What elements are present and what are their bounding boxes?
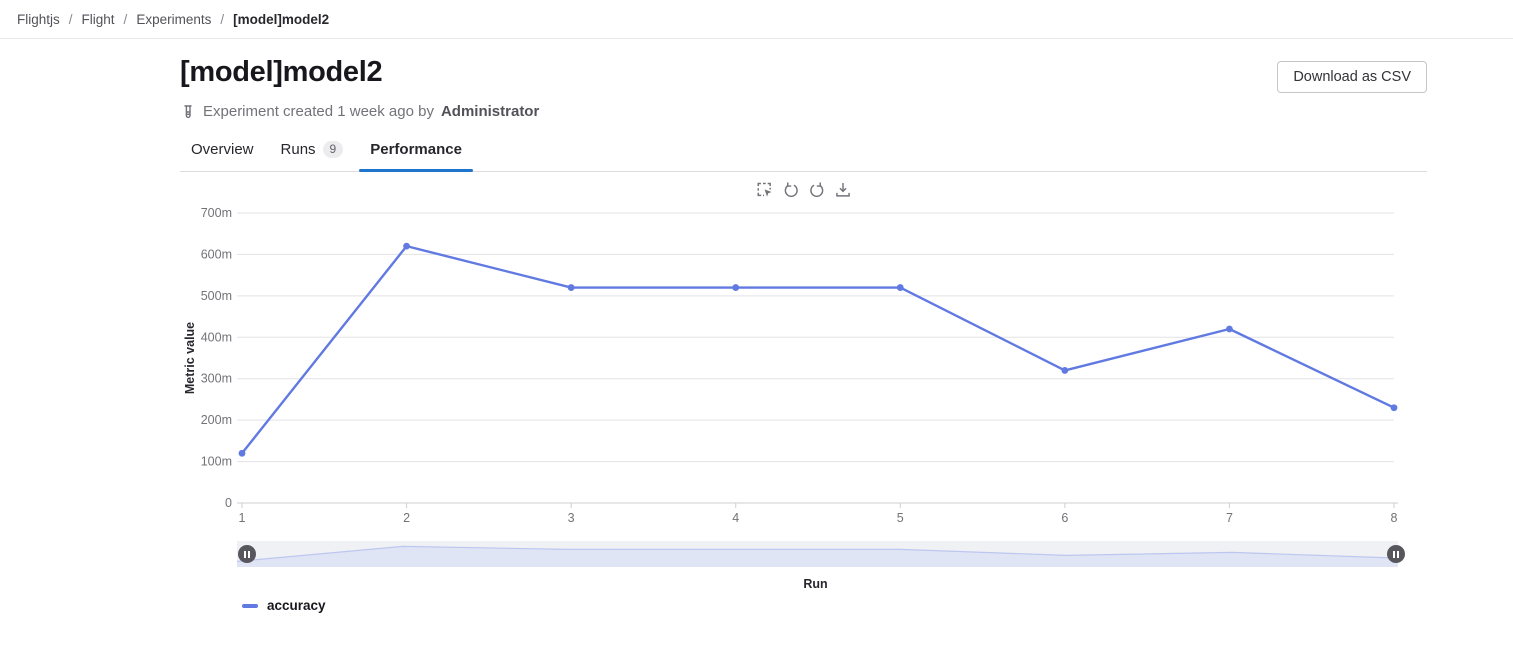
line-chart-canvas: 0 100m 200m 300m 400m 500m 600m 700m 1 2 3 4 5 6 7 8 Met… — [183, 206, 1398, 525]
download-icon[interactable] — [834, 181, 852, 199]
runs-count-badge: 9 — [322, 141, 344, 158]
svg-text:1: 1 — [239, 511, 246, 525]
tab-overview[interactable]: Overview — [180, 141, 265, 171]
svg-text:300m: 300m — [201, 372, 232, 386]
svg-text:700m: 700m — [201, 206, 232, 220]
breadcrumb-separator: / — [68, 11, 73, 27]
breadcrumb-item-experiments[interactable]: Experiments — [136, 11, 212, 27]
svg-text:6: 6 — [1061, 511, 1068, 525]
svg-text:7: 7 — [1226, 511, 1233, 525]
svg-text:100m: 100m — [201, 455, 232, 469]
experiment-meta: Experiment created 1 week ago by Adminis… — [180, 103, 1427, 120]
tab-performance-label: Performance — [370, 141, 462, 158]
range-slider-preview — [236, 545, 1399, 567]
chart-toolbar — [180, 181, 1427, 201]
svg-text:200m: 200m — [201, 413, 232, 427]
legend-label: accuracy — [267, 598, 326, 613]
svg-text:4: 4 — [732, 511, 739, 525]
breadcrumb: Flightjs / Flight / Experiments / [model… — [0, 0, 1513, 39]
download-csv-button[interactable]: Download as CSV — [1277, 61, 1427, 93]
restore-ccw-icon[interactable] — [782, 181, 800, 199]
experiment-created-text: Experiment created 1 week ago by — [203, 103, 434, 120]
tab-overview-label: Overview — [191, 141, 254, 158]
tab-runs[interactable]: Runs 9 — [270, 141, 355, 171]
svg-text:5: 5 — [897, 511, 904, 525]
svg-text:Metric value: Metric value — [183, 322, 197, 394]
range-slider-track[interactable] — [236, 541, 1405, 567]
legend-item-accuracy[interactable]: accuracy — [242, 598, 326, 613]
tab-runs-label: Runs — [280, 141, 316, 158]
performance-chart: 0 100m 200m 300m 400m 500m 600m 700m 1 2 3 4 5 6 7 8 Met… — [180, 181, 1427, 613]
svg-text:400m: 400m — [201, 330, 232, 344]
tab-performance[interactable]: Performance — [359, 141, 473, 172]
breadcrumb-item-flight[interactable]: Flight — [81, 11, 115, 27]
page-title: [model]model2 — [180, 56, 383, 88]
svg-text:600m: 600m — [201, 247, 232, 261]
breadcrumb-item-current: [model]model2 — [233, 11, 330, 27]
zoom-select-icon[interactable] — [756, 181, 774, 199]
legend-line-swatch — [242, 603, 258, 608]
svg-text:3: 3 — [568, 511, 575, 525]
tab-bar: Overview Runs 9 Performance — [180, 141, 1427, 172]
breadcrumb-separator: / — [220, 11, 225, 27]
experiment-author: Administrator — [440, 103, 540, 120]
refresh-cw-icon[interactable] — [808, 181, 826, 199]
svg-text:500m: 500m — [201, 289, 232, 303]
svg-text:0: 0 — [225, 496, 232, 510]
range-slider-handle-right[interactable] — [1387, 545, 1405, 563]
breadcrumb-separator: / — [123, 11, 128, 27]
x-axis-title: Run — [803, 577, 828, 591]
range-slider-handle-left[interactable] — [238, 545, 256, 563]
breadcrumb-item-flightjs[interactable]: Flightjs — [17, 11, 60, 27]
test-tube-icon — [180, 104, 196, 120]
svg-text:2: 2 — [403, 511, 410, 525]
svg-text:8: 8 — [1391, 511, 1398, 525]
